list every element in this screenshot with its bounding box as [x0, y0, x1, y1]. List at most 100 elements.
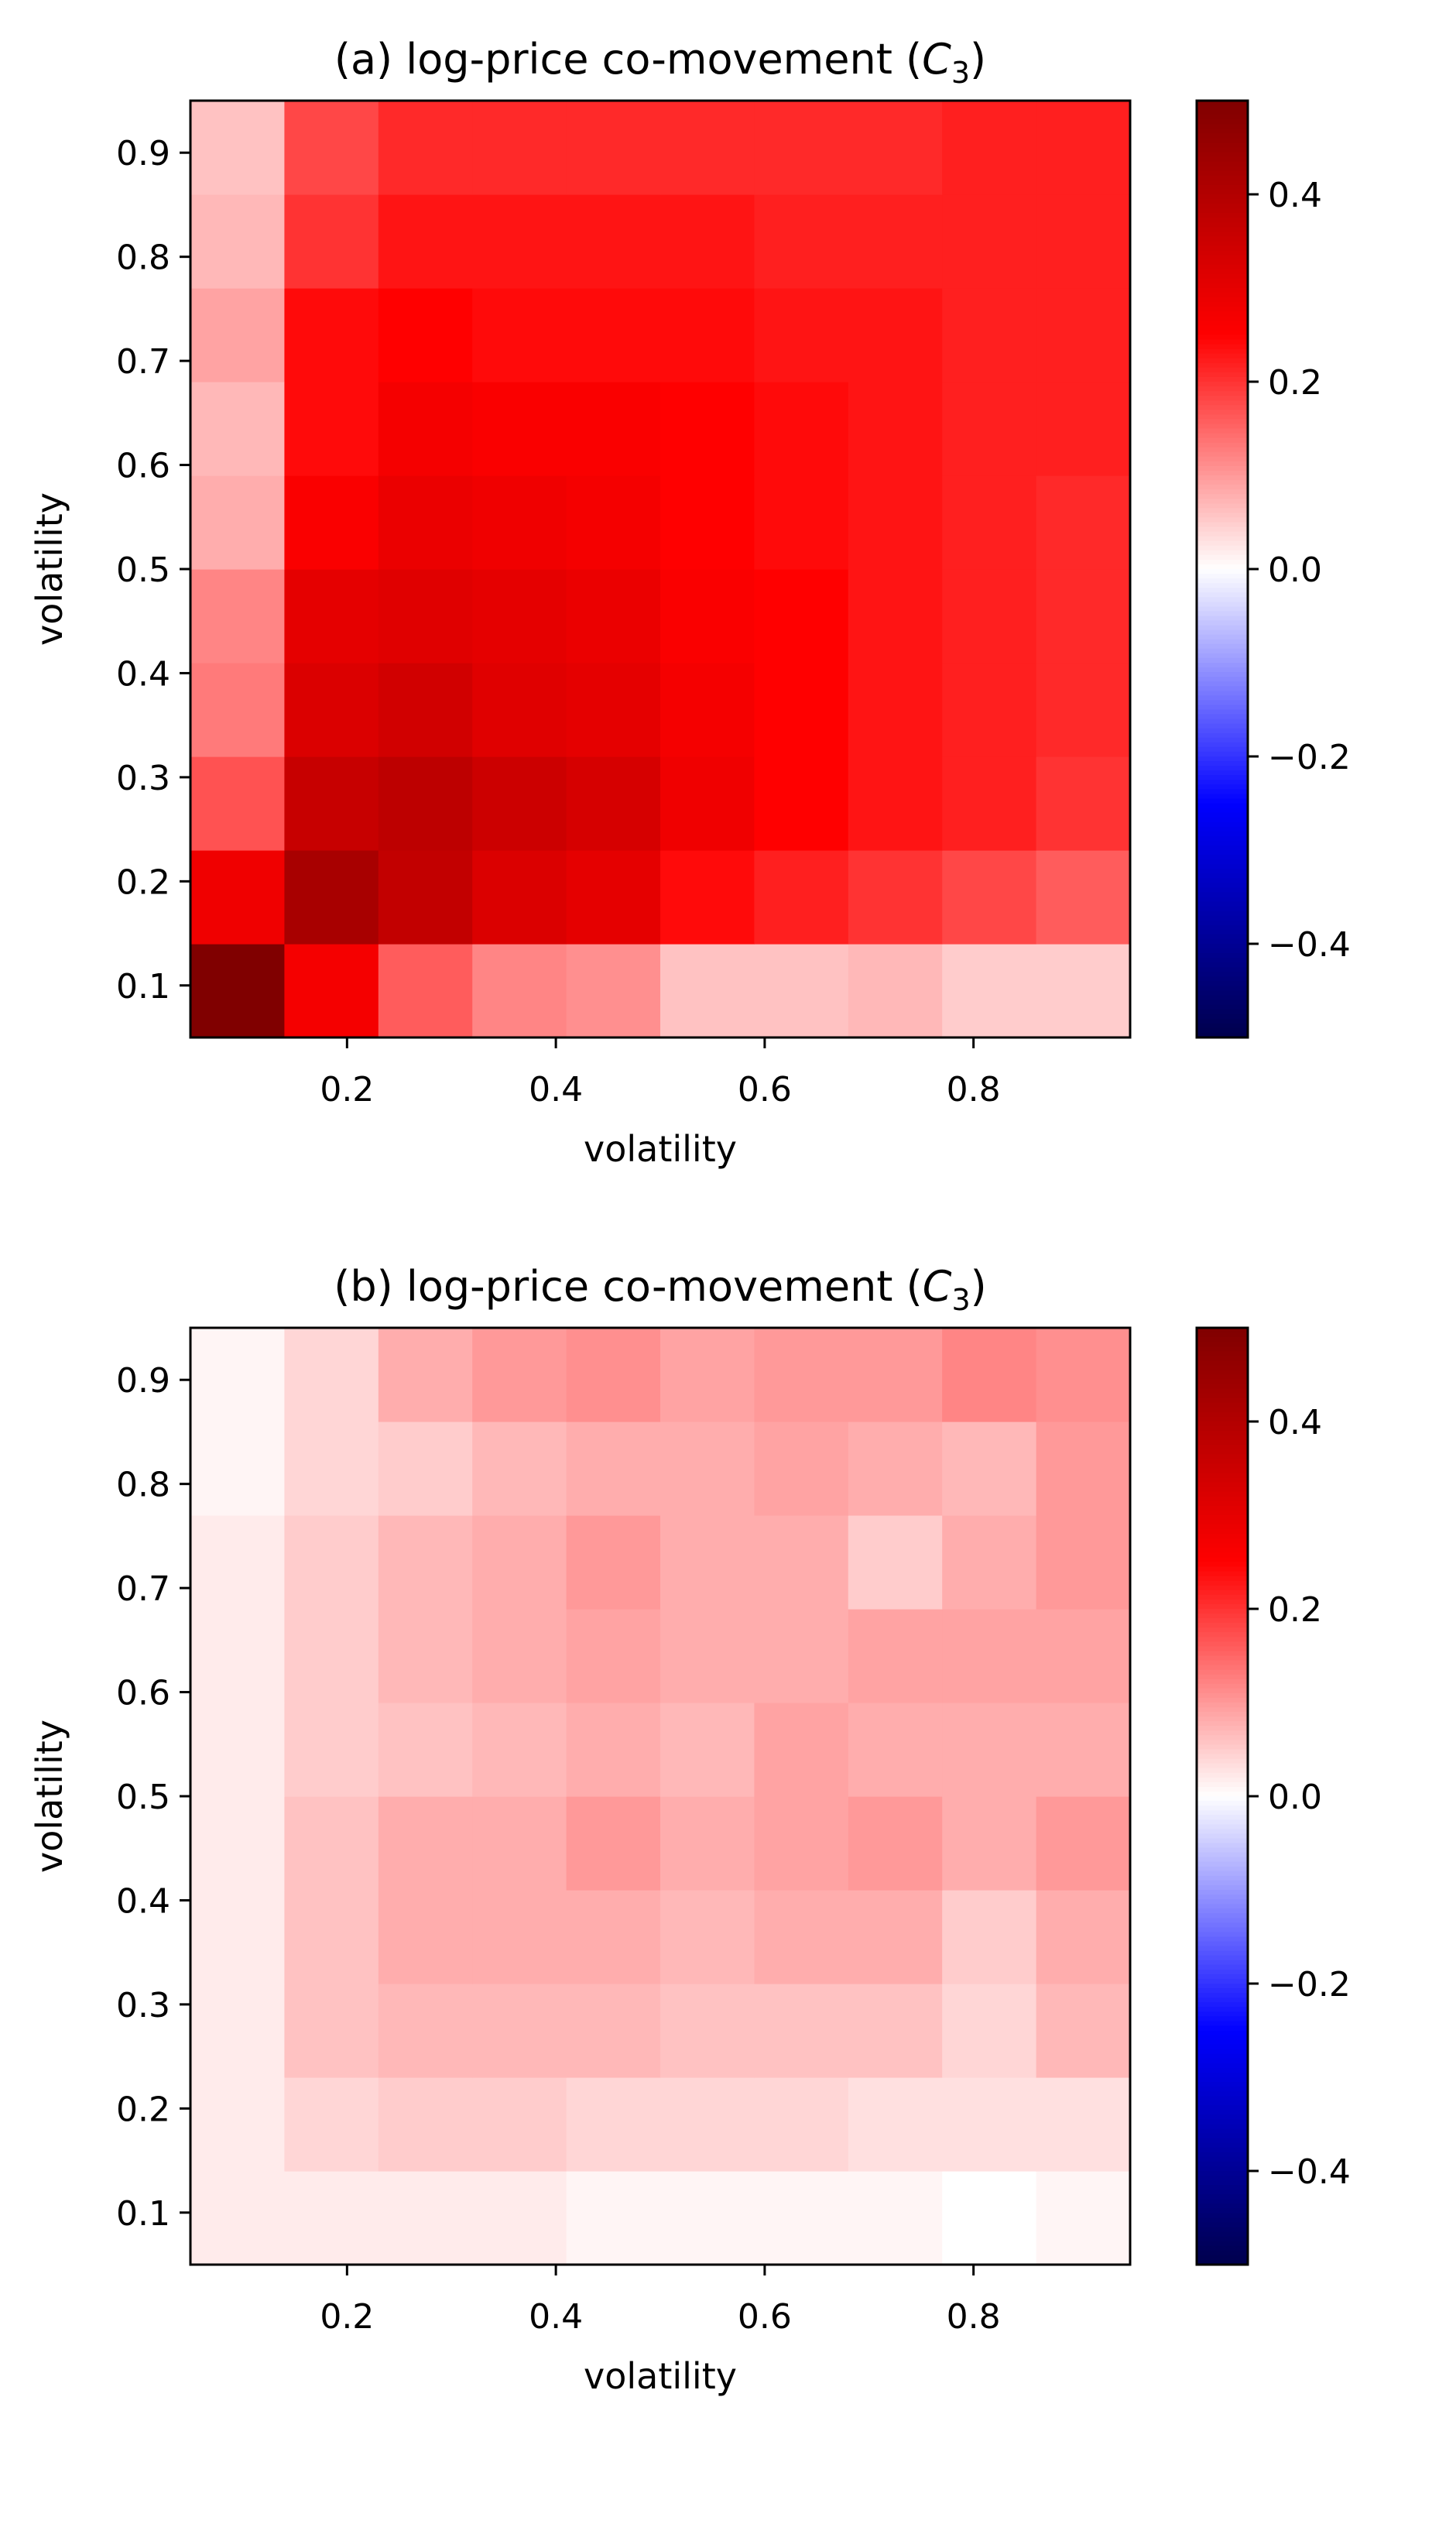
heatmap-cell [378, 194, 473, 289]
heatmap-cell [190, 1890, 285, 1984]
heatmap-cell [284, 756, 379, 851]
colorbar-segment [1197, 1833, 1248, 1840]
heatmap-cell [660, 1796, 755, 1891]
colorbar-segment [1197, 129, 1248, 135]
colorbar-segment [1197, 583, 1248, 588]
colorbar-segment [1197, 906, 1248, 912]
heatmap-cell [660, 475, 755, 570]
colorbar-segment [1197, 522, 1248, 528]
heatmap-cell [190, 850, 285, 945]
colorbar-segment [1197, 634, 1248, 640]
colorbar-segment [1197, 1342, 1248, 1347]
colorbar-segment [1197, 2236, 1248, 2242]
colorbar-segment [1197, 2105, 1248, 2111]
colorbar-segment [1197, 2044, 1248, 2050]
colorbar-segment [1197, 1515, 1248, 1521]
colorbar-segment [1197, 1927, 1248, 1933]
colorbar-segment [1197, 1824, 1248, 1830]
colorbar-segment [1197, 1594, 1248, 1600]
colorbar-segment [1197, 920, 1248, 926]
colorbar-segment [1197, 2007, 1248, 2013]
heatmap-cell [848, 944, 943, 1038]
heatmap-cell [660, 1703, 755, 1797]
heatmap-cell [848, 382, 943, 476]
heatmap-cell [566, 1328, 661, 1422]
heatmap-cell [566, 2171, 661, 2265]
colorbar-segment [1197, 1955, 1248, 1961]
colorbar-segment [1197, 1857, 1248, 1863]
heatmap-cell [378, 475, 473, 570]
heatmap-cell [566, 1796, 661, 1891]
colorbar-segment [1197, 348, 1248, 355]
colorbar-segment [1197, 883, 1248, 889]
colorbar-segment [1197, 953, 1248, 959]
heatmap-cell [472, 382, 567, 476]
colorbar-segment [1197, 1950, 1248, 1956]
colorbar-segment [1197, 1402, 1248, 1408]
colorbar-segment [1197, 1749, 1248, 1755]
heatmap-cell [754, 1984, 849, 2078]
heatmap-cell [660, 1890, 755, 1984]
colorbar-segment [1197, 437, 1248, 444]
colorbar-segment [1197, 1890, 1248, 1895]
colorbar-segment [1197, 859, 1248, 865]
heatmap-cell [848, 1421, 943, 1516]
heatmap-cell [942, 1703, 1037, 1797]
heatmap-cell [660, 2077, 755, 2172]
colorbar-segment [1197, 470, 1248, 476]
colorbar-segment [1197, 686, 1248, 692]
heatmap-cell [284, 2077, 379, 2172]
colorbar-segment [1197, 376, 1248, 382]
heatmap-cell [190, 1609, 285, 1703]
heatmap-cell [190, 194, 285, 289]
colorbar-segment [1197, 1370, 1248, 1376]
colorbar-segment [1197, 1679, 1248, 1685]
heatmap-cell [754, 1796, 849, 1891]
colorbar-segment [1197, 2142, 1248, 2148]
heatmap-cell [472, 475, 567, 570]
colorbar-segment [1197, 1407, 1248, 1413]
y-tick-label: 0.4 [116, 1881, 170, 1921]
heatmap-cell [848, 2171, 943, 2265]
heatmap-cell [942, 850, 1037, 945]
colorbar-segment [1197, 1585, 1248, 1591]
colorbar-segment [1197, 1524, 1248, 1530]
colorbar-segment [1197, 1435, 1248, 1441]
colorbar-segment [1197, 1969, 1248, 1975]
heatmap-cell [754, 2077, 849, 2172]
heatmap-cell [660, 1984, 755, 2078]
heatmap-cell [566, 1609, 661, 1703]
colorbar-segment [1197, 414, 1248, 420]
colorbar-segment [1197, 1599, 1248, 1605]
heatmap-cell [566, 475, 661, 570]
colorbar-segment [1197, 1791, 1248, 1797]
heatmap-cell [1036, 1609, 1131, 1703]
colorbar-segment [1197, 1397, 1248, 1404]
colorbar-segment [1197, 475, 1248, 481]
heatmap-cell [1036, 101, 1131, 195]
colorbar-segment [1197, 222, 1248, 228]
colorbar-segment [1197, 784, 1248, 790]
heatmap-cell [378, 2077, 473, 2172]
colorbar-segment [1197, 1566, 1248, 1572]
colorbar-segment [1197, 1922, 1248, 1929]
title-subscript: 3 [951, 56, 970, 90]
heatmap-cell [284, 2171, 379, 2265]
colorbar-segment [1197, 831, 1248, 837]
heatmap-cell [190, 663, 285, 757]
colorbar-segment [1197, 1027, 1248, 1034]
colorbar-segment [1197, 2035, 1248, 2041]
colorbar-segment [1197, 1707, 1248, 1713]
heatmap-cell [754, 1515, 849, 1610]
colorbar-segment [1197, 1609, 1248, 1614]
heatmap-cell [1036, 663, 1131, 757]
colorbar-segment [1197, 1018, 1248, 1024]
colorbar-segment [1197, 1651, 1248, 1657]
colorbar-segment [1197, 657, 1248, 664]
colorbar-segment [1197, 794, 1248, 800]
x-tick-label: 0.2 [320, 1070, 374, 1109]
colorbar-segment [1197, 643, 1248, 650]
colorbar-segment [1197, 372, 1248, 378]
heatmap-cell [1036, 194, 1131, 289]
